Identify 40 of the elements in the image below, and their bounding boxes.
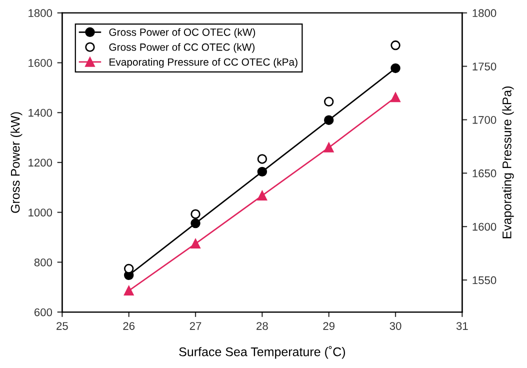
y-tick-label: 1600 [28, 59, 52, 67]
legend-label: Evaporating Pressure of CC OTEC (kPa) [110, 58, 298, 68]
y-tick-label: 1000 [28, 208, 52, 216]
y-tick-label: 1400 [28, 108, 52, 117]
y2-tick-label: 1650 [472, 169, 496, 178]
point [190, 238, 200, 249]
point [324, 115, 334, 125]
y-tick-label: 1800 [28, 9, 52, 18]
x-tick-label: 29 [323, 322, 334, 330]
y-tick-label: 1200 [28, 158, 52, 167]
x-tick-label: 31 [456, 322, 468, 330]
x-tick-label: 30 [390, 322, 402, 330]
point [324, 142, 334, 152]
y2-tick-label: 1600 [472, 222, 496, 231]
point [257, 190, 268, 200]
x-tick-label: 28 [256, 322, 268, 330]
y-tick-label: 800 [34, 258, 52, 266]
point [324, 96, 334, 106]
point [390, 63, 400, 74]
x-tick-label: 25 [56, 322, 68, 330]
y2-tick-label: 1700 [472, 116, 496, 124]
point [390, 40, 400, 50]
point [124, 286, 134, 296]
point [190, 218, 200, 228]
y2-tick-label: 1750 [472, 62, 496, 70]
point [390, 92, 400, 102]
point [257, 166, 268, 177]
y-tick-label: 600 [34, 308, 52, 316]
x-axis-title: Surface Sea Temperature (˚C) [179, 346, 346, 359]
y2-tick-label: 1550 [472, 276, 496, 284]
x-tick-label: 26 [123, 322, 135, 330]
y2-axis-title: Evaporating Pressure (kPa) [502, 86, 514, 238]
x-tick-label: 27 [190, 322, 202, 330]
legend-label: Gross Power of OC OTEC (kW) [109, 28, 256, 38]
y-axis-title: Gross Power (kW) [10, 112, 22, 213]
point [257, 154, 268, 164]
point [124, 264, 134, 274]
legend-label: Gross Power of CC OTEC (kW) [109, 43, 255, 53]
y2-tick-label: 1800 [472, 9, 496, 18]
point [190, 209, 200, 219]
